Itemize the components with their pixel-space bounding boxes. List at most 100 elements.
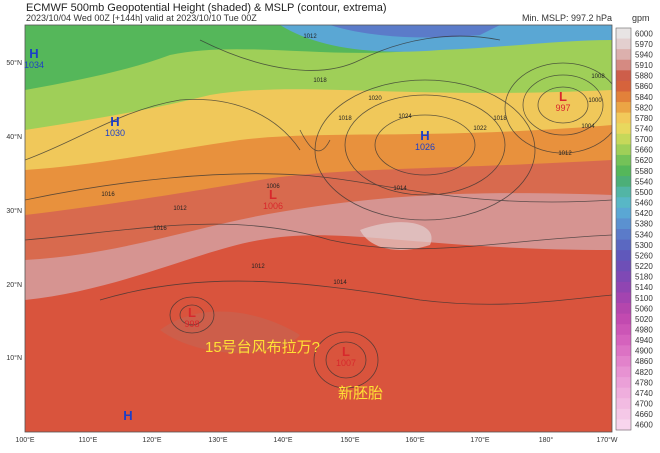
colorbar-label: 5060 [635, 304, 653, 313]
center-symbol: L [188, 305, 196, 320]
colorbar-label: 5020 [635, 315, 653, 324]
lat-label: 30°N [6, 207, 22, 215]
contour-label: 1024 [398, 114, 412, 120]
colorbar-label: 5100 [635, 294, 653, 303]
lat-label: 20°N [6, 281, 22, 289]
colorbar-label: 5260 [635, 251, 653, 260]
colorbar-swatch [616, 133, 631, 145]
colorbar-label: 5910 [635, 61, 653, 70]
center-symbol: H [29, 46, 38, 61]
center-symbol: L [559, 89, 567, 104]
lon-label: 180° [539, 436, 554, 444]
colorbar-label: 5940 [635, 50, 653, 59]
colorbar-label: 4660 [635, 410, 653, 419]
center-symbol: H [123, 408, 132, 423]
colorbar-label: 4820 [635, 368, 653, 377]
colorbar-swatch [616, 70, 631, 82]
colorbar-swatch [616, 28, 631, 40]
isobars [25, 35, 612, 389]
contour-label: 1008 [591, 74, 605, 80]
annotation: 15号台风布拉万? [205, 339, 320, 356]
colorbar-label: 5540 [635, 177, 653, 186]
contour-label: 1018 [338, 116, 352, 122]
center-value: 1007 [336, 358, 356, 368]
colorbar-label: 5460 [635, 199, 653, 208]
colorbar-label: 5420 [635, 209, 653, 218]
center-symbol: H [420, 128, 429, 143]
colorbar-swatch [616, 377, 631, 389]
lat-label: 50°N [6, 59, 22, 67]
colorbar-swatch [616, 292, 631, 304]
colorbar-label: 5860 [635, 82, 653, 91]
colorbar-label: 5660 [635, 146, 653, 155]
colorbar-label: 4700 [635, 400, 653, 409]
contour-label: 1018 [313, 78, 327, 84]
colorbar-swatch [616, 197, 631, 209]
colorbar-swatch [616, 59, 631, 71]
colorbar-swatch [616, 229, 631, 241]
colorbar-frame [615, 27, 632, 431]
title: ECMWF 500mb Geopotential Height (shaded)… [26, 2, 387, 14]
contour-label: 1022 [473, 126, 487, 132]
colorbar-label: 4980 [635, 326, 653, 335]
colorbar-label: 5820 [635, 103, 653, 112]
colorbar-swatch [616, 260, 631, 272]
contour-label: 1012 [251, 264, 265, 270]
contour-label: 1020 [368, 96, 382, 102]
colorbar-swatch [616, 218, 631, 230]
colorbar-swatch [616, 355, 631, 368]
colorbar-swatch [616, 239, 631, 251]
lon-label: 170°E [470, 436, 489, 444]
center-value: 997 [555, 103, 570, 113]
colorbar-label: 5580 [635, 167, 653, 176]
colorbar-swatch [616, 123, 631, 135]
contour-label: 1012 [558, 151, 572, 157]
colorbar-label: 4900 [635, 347, 653, 356]
lon-label: 140°E [273, 436, 292, 444]
center-value: 1034 [24, 60, 44, 70]
colorbar-label: 5180 [635, 273, 653, 282]
lon-label: 120°E [142, 436, 161, 444]
colorbar-label: 5740 [635, 125, 653, 134]
colorbar-label: 5300 [635, 241, 653, 250]
colorbar-swatch [616, 112, 631, 124]
colorbar-swatch [616, 207, 631, 219]
colorbar-swatch [616, 303, 631, 315]
colorbar-swatch [616, 154, 631, 167]
subtitle: 2023/10/04 Wed 00Z [+144h] valid at 2023… [26, 13, 257, 23]
lon-label: 150°E [340, 436, 359, 444]
colorbar-label: 5840 [635, 93, 653, 102]
colorbar-label: 5700 [635, 135, 653, 144]
contour-label: 1014 [333, 280, 347, 286]
colorbar-swatch [616, 387, 631, 399]
contour-label: 1016 [153, 226, 167, 232]
colorbar-label: 4600 [635, 421, 653, 430]
colorbar-label: 5220 [635, 262, 653, 271]
colorbar-swatch [616, 313, 631, 325]
colorbar-label: 5620 [635, 156, 653, 165]
colorbar-swatch [616, 271, 631, 283]
colorbar-swatch [616, 102, 631, 114]
center-symbol: L [342, 344, 350, 359]
colorbar-swatch [616, 176, 631, 188]
colorbar-swatch [616, 281, 631, 293]
colorbar-swatch [616, 165, 631, 177]
colorbar-label: 5500 [635, 188, 653, 197]
colorbar-swatch [616, 419, 631, 431]
contour-label: 1016 [101, 192, 115, 198]
colorbar-label: 5780 [635, 114, 653, 123]
colorbar-label: 4860 [635, 357, 653, 366]
center-value: 1030 [105, 128, 125, 138]
map-field [25, 25, 612, 432]
colorbar-label: 5880 [635, 72, 653, 81]
contour-label: 1000 [588, 98, 602, 104]
lon-label: 160°E [405, 436, 424, 444]
colorbar-swatch [616, 186, 631, 198]
colorbar-swatch [616, 91, 631, 103]
contour-label: 1012 [173, 206, 187, 212]
contour-label: 1014 [393, 186, 407, 192]
lon-label: 170°W [596, 436, 617, 444]
center-value: 1006 [263, 201, 283, 211]
